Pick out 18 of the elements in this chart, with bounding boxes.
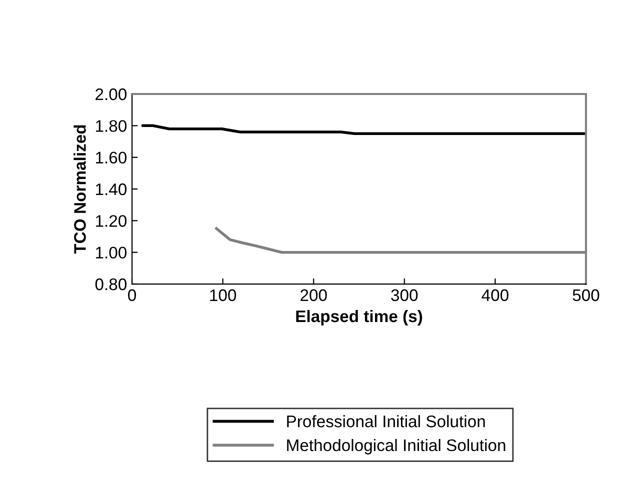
y-tick-label: 1.00: [96, 246, 127, 259]
x-tick-label: 300: [391, 289, 418, 302]
y-axis-title: TCO Normalized: [74, 125, 86, 254]
x-tick-label: 500: [572, 289, 600, 302]
y-tick-label: 1.80: [96, 120, 127, 132]
legend-label: Methodological Initial Solution: [287, 438, 506, 454]
x-axis-title: Elapsed time (s): [296, 310, 422, 326]
x-tick-label: 200: [300, 289, 327, 302]
x-tick-label: 400: [482, 289, 508, 302]
y-tick-label: 1.40: [96, 183, 127, 196]
x-tick-label: 100: [210, 289, 236, 302]
y-tick-label: 1.60: [96, 152, 127, 164]
y-tick-label: 2.00: [96, 88, 127, 100]
y-tick-label: 0.80: [95, 278, 127, 290]
line-series: [142, 124, 586, 135]
legend-label: Professional Initial Solution: [287, 415, 485, 428]
x-tick-label: 0: [128, 289, 136, 302]
y-tick-label: 1.20: [96, 215, 127, 227]
